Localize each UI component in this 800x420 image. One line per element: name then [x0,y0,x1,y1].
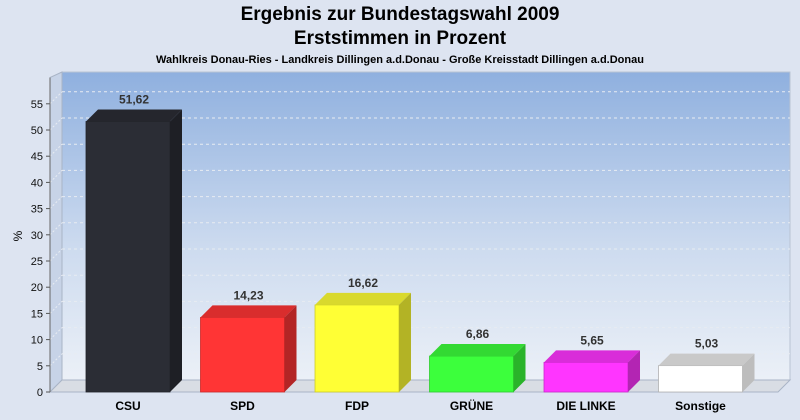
bar-side [284,305,297,392]
bar-side [628,350,640,392]
y-tick-label: 0 [37,387,43,399]
grid-line-side [49,170,63,183]
bar-front [314,304,400,393]
bar-spd [200,305,297,393]
bar-csu [85,109,182,393]
bar-side [742,353,755,392]
x-tick-label: SPD [230,399,255,413]
grid-line-side [49,91,63,105]
bar-sonstige [658,353,755,393]
grid-line-side [49,353,63,367]
y-tick-label: 15 [31,308,43,320]
chart-region-subtitle: Wahlkreis Donau-Ries - Landkreis Dilling… [156,54,644,66]
x-tick-label: FDP [345,399,369,413]
grid-line-side [49,248,63,262]
y-tick-label: 10 [31,335,43,347]
y-tick-label: 40 [31,177,43,189]
y-tick-label: 35 [31,204,43,216]
bar-front [85,121,171,393]
x-tick-label: CSU [115,399,140,413]
bar-front [658,365,743,393]
grid-line-side [49,327,63,340]
y-tick-label: 25 [31,256,43,268]
data-label: 16,62 [348,276,378,290]
y-axis-label: % [11,230,25,241]
bar-side [170,109,182,392]
data-label: 14,23 [233,288,263,302]
bar-front [543,361,629,393]
bar-top [429,344,526,357]
grid-line-side [49,143,63,157]
chart-subtitle: Erststimmen in Prozent [293,28,507,49]
x-tick-label: GRÜNE [450,398,493,413]
grid-line-side [49,301,63,314]
y-tick-label: 20 [31,282,43,294]
bar-top [658,353,755,366]
x-tick-label: DIE LINKE [556,399,615,413]
bar-front [429,355,514,393]
data-label: 5,65 [580,333,604,347]
data-label: 51,62 [119,93,149,107]
bar-top [315,292,411,305]
bar-die-linke [543,350,640,393]
grid-line-side [49,117,63,131]
y-tick-label: 50 [31,125,43,137]
bar-front [200,317,285,393]
y-tick-label: 55 [31,99,43,111]
bar-top [544,350,640,363]
y-tick-label: 5 [37,361,43,373]
grid-line-side [49,196,63,209]
plot-side-wall [49,71,63,394]
bar-grüne [429,344,526,393]
chart-title: Ergebnis zur Bundestagswahl 2009 [240,4,560,25]
grid-line-side [49,274,63,288]
bar-side [399,292,411,392]
bar-fdp [314,292,411,393]
grid-line-side [49,222,63,236]
y-tick-label: 30 [31,230,43,242]
bar-side [513,344,526,392]
data-label: 6,86 [466,327,490,341]
bar-top [200,305,297,318]
y-tick-label: 45 [31,151,43,163]
bar-top [86,109,182,122]
x-tick-label: Sonstige [675,399,726,413]
data-label: 5,03 [695,337,719,351]
